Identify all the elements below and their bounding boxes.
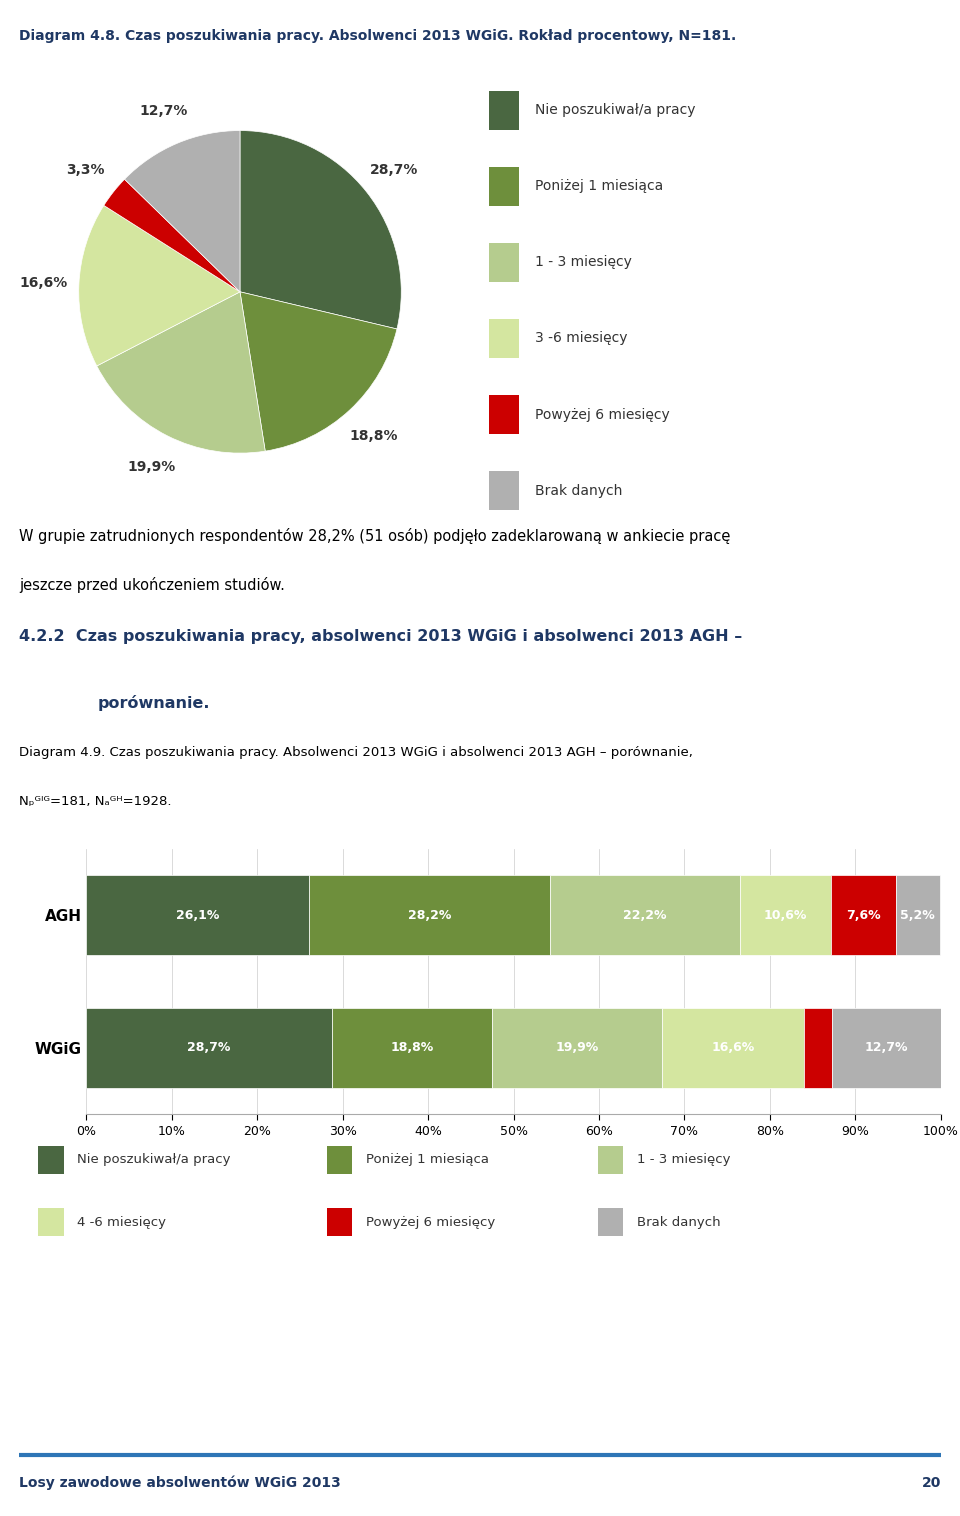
Bar <box>896 876 940 955</box>
Text: Diagram 4.8. Czas poszukiwania pracy. Absolwenci 2013 WGiG. Rokład procentowy, N: Diagram 4.8. Czas poszukiwania pracy. Ab… <box>19 29 736 44</box>
Text: Losy zawodowe absolwentów WGiG 2013: Losy zawodowe absolwentów WGiG 2013 <box>19 1475 341 1490</box>
Bar <box>86 1008 331 1088</box>
Bar <box>490 243 519 282</box>
Text: 3,3%: 3,3% <box>66 162 105 177</box>
Wedge shape <box>79 205 240 365</box>
Text: 26,1%: 26,1% <box>177 908 220 922</box>
Bar <box>331 1008 492 1088</box>
Wedge shape <box>240 130 401 329</box>
Text: porównanie.: porównanie. <box>98 694 210 711</box>
Text: 28,2%: 28,2% <box>408 908 451 922</box>
Text: 16,6%: 16,6% <box>19 276 67 290</box>
Text: 12,7%: 12,7% <box>139 103 188 118</box>
Bar <box>662 1008 804 1088</box>
Text: 28,7%: 28,7% <box>187 1041 230 1055</box>
Bar <box>832 1008 941 1088</box>
Bar <box>598 1146 623 1173</box>
Bar <box>490 91 519 130</box>
Text: 7,6%: 7,6% <box>846 908 880 922</box>
Bar <box>490 318 519 358</box>
Text: 5,2%: 5,2% <box>900 908 935 922</box>
Text: W grupie zatrudnionych respondentów 28,2% (51 osób) podjęło zadeklarowaną w anki: W grupie zatrudnionych respondentów 28,2… <box>19 528 731 544</box>
Text: 19,9%: 19,9% <box>127 461 176 475</box>
Text: 16,6%: 16,6% <box>711 1041 755 1055</box>
Text: Diagram 4.9. Czas poszukiwania pracy. Absolwenci 2013 WGiG i absolwenci 2013 AGH: Diagram 4.9. Czas poszukiwania pracy. Ab… <box>19 746 693 760</box>
Bar <box>86 876 309 955</box>
Text: jeszcze przed ukończeniem studiów.: jeszcze przed ukończeniem studiów. <box>19 578 285 593</box>
Wedge shape <box>97 291 265 453</box>
Text: 3 -6 miesięcy: 3 -6 miesięcy <box>536 332 628 346</box>
Text: Nie poszukiwał/a pracy: Nie poszukiwał/a pracy <box>536 103 696 117</box>
Text: Poniżej 1 miesiąca: Poniżej 1 miesiąca <box>366 1154 489 1166</box>
Bar <box>490 471 519 509</box>
Text: Powyżej 6 miesięcy: Powyżej 6 miesięcy <box>366 1216 495 1228</box>
Text: 12,7%: 12,7% <box>865 1041 908 1055</box>
Wedge shape <box>240 291 396 452</box>
Text: 18,8%: 18,8% <box>349 429 398 443</box>
Bar <box>490 396 519 434</box>
Text: 10,6%: 10,6% <box>763 908 807 922</box>
Text: Powyżej 6 miesięcy: Powyżej 6 miesięcy <box>536 408 670 421</box>
Text: Brak danych: Brak danych <box>636 1216 720 1228</box>
Text: 4.2.2  Czas poszukiwania pracy, absolwenci 2013 WGiG i absolwenci 2013 AGH –: 4.2.2 Czas poszukiwania pracy, absolwenc… <box>19 629 742 644</box>
Text: Nie poszukiwał/a pracy: Nie poszukiwał/a pracy <box>77 1154 230 1166</box>
Text: Nₚᴳᴵᴳ=181, Nₐᴳᴴ=1928.: Nₚᴳᴵᴳ=181, Nₐᴳᴴ=1928. <box>19 796 172 808</box>
Bar <box>327 1208 352 1236</box>
Text: 1 - 3 miesięcy: 1 - 3 miesięcy <box>536 256 633 270</box>
Bar <box>38 1146 63 1173</box>
Bar <box>550 876 740 955</box>
Text: 4 -6 miesięcy: 4 -6 miesięcy <box>77 1216 166 1228</box>
Text: 28,7%: 28,7% <box>371 162 419 177</box>
Bar <box>830 876 896 955</box>
Bar <box>38 1208 63 1236</box>
Wedge shape <box>104 179 240 291</box>
Bar <box>598 1208 623 1236</box>
Wedge shape <box>125 130 240 291</box>
Text: 1 - 3 miesięcy: 1 - 3 miesięcy <box>636 1154 731 1166</box>
Bar <box>740 876 830 955</box>
Bar <box>804 1008 832 1088</box>
Bar <box>327 1146 352 1173</box>
Text: Brak danych: Brak danych <box>536 484 623 497</box>
Text: 19,9%: 19,9% <box>556 1041 599 1055</box>
Text: 20: 20 <box>922 1475 941 1490</box>
Text: Poniżej 1 miesiąca: Poniżej 1 miesiąca <box>536 179 663 194</box>
Bar <box>492 1008 662 1088</box>
Bar <box>309 876 550 955</box>
Text: 18,8%: 18,8% <box>391 1041 434 1055</box>
Bar <box>490 167 519 206</box>
Text: 22,2%: 22,2% <box>623 908 667 922</box>
